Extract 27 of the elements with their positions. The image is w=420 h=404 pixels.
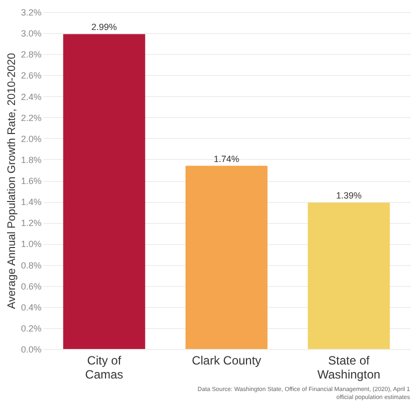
data-label: 2.99% (91, 22, 117, 32)
y-tick-label: 0.4% (20, 302, 42, 312)
y-tick-label: 1.0% (20, 239, 42, 250)
x-tick-label: State of Washington (317, 354, 380, 382)
y-tick-label: 0.8% (20, 260, 42, 270)
y-tick-label: 2.8% (20, 50, 42, 60)
y-tick-label: 3.0% (20, 28, 42, 39)
y-axis-title: Average Annual Population Growth Rate, 2010-2020 (6, 52, 18, 310)
y-tick-label: 1.8% (20, 154, 42, 165)
bar (308, 202, 390, 349)
data-label: 1.39% (336, 190, 362, 201)
y-tick-label: 0.0% (20, 344, 42, 354)
y-tick-label: 2.2% (20, 112, 42, 123)
y-tick-label: 0.6% (20, 281, 42, 292)
y-tick-label: 2.0% (20, 134, 42, 144)
y-tick-label: 0.2% (20, 323, 42, 334)
bar (63, 34, 146, 349)
y-tick-label: 2.6% (20, 70, 42, 81)
y-tick-label: 1.4% (20, 197, 42, 208)
x-tick-label: Clark County (192, 354, 262, 368)
x-tick-label: City of Camas (85, 354, 124, 382)
y-tick-label: 1.2% (20, 218, 42, 228)
data-label: 1.74% (214, 154, 240, 164)
y-tick-label: 2.4% (20, 92, 42, 102)
y-tick-label: 1.6% (20, 176, 42, 186)
y-tick-label: 3.2% (20, 8, 42, 18)
bar (186, 166, 268, 349)
